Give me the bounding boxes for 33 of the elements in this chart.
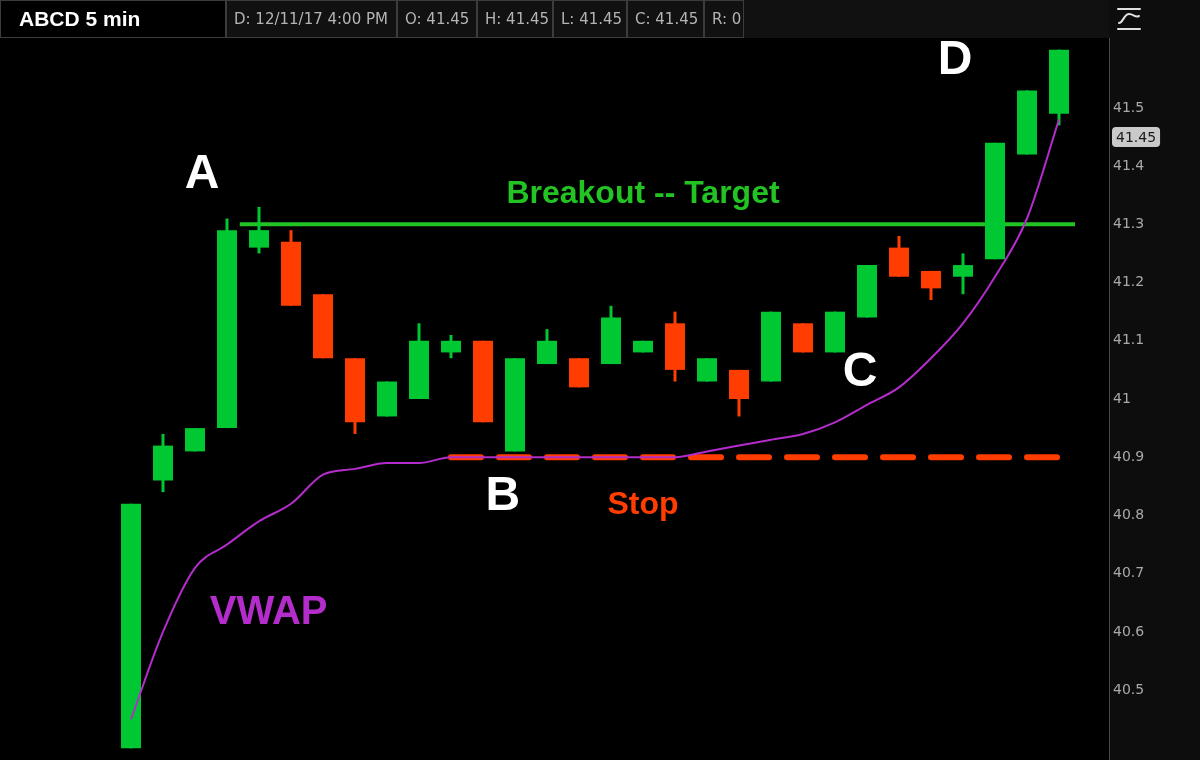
y-tick-label: 40.6: [1113, 622, 1145, 639]
chart-title: ABCD 5 min: [0, 0, 226, 38]
text: R: 0: [704, 0, 744, 38]
y-tick-label: 40.5: [1113, 680, 1145, 697]
annotation: B: [485, 467, 521, 521]
y-tick-label: 41.1: [1113, 331, 1145, 348]
y-tick-label: 40.9: [1113, 447, 1145, 464]
text: L: 41.45: [553, 0, 627, 38]
text: 41.45: [1116, 128, 1157, 145]
y-tick-label: 40.7: [1113, 564, 1145, 581]
y-tick-label: 41.3: [1113, 214, 1145, 231]
line-series: [130, 118, 1060, 721]
text: C: 41.45: [627, 0, 704, 38]
text: O: 41.45: [397, 0, 477, 38]
candlestick: [441, 333, 461, 360]
ref-line-label: Stop: [607, 485, 679, 522]
text: D: 12/11/17 4:00 PM: [226, 0, 397, 38]
y-tick-label: 41: [1113, 389, 1131, 406]
ref-line-label: Breakout -- Target: [506, 174, 780, 211]
y-tick-label: 41.4: [1113, 156, 1145, 173]
annotation: D: [937, 31, 973, 85]
y-tick-label: 40.8: [1113, 506, 1145, 523]
series-label: VWAP: [209, 588, 328, 633]
candlestick: [249, 205, 269, 254]
candlestick: [537, 329, 557, 366]
annotation: A: [184, 145, 220, 199]
y-tick-label: 41.5: [1113, 98, 1145, 115]
candlestick: [953, 253, 973, 296]
candlestick: [697, 358, 717, 382]
y-tick-label: 41.2: [1113, 273, 1145, 290]
text: H: 41.45: [477, 0, 553, 38]
candlestick: [921, 269, 941, 301]
annotation: C: [842, 343, 878, 397]
